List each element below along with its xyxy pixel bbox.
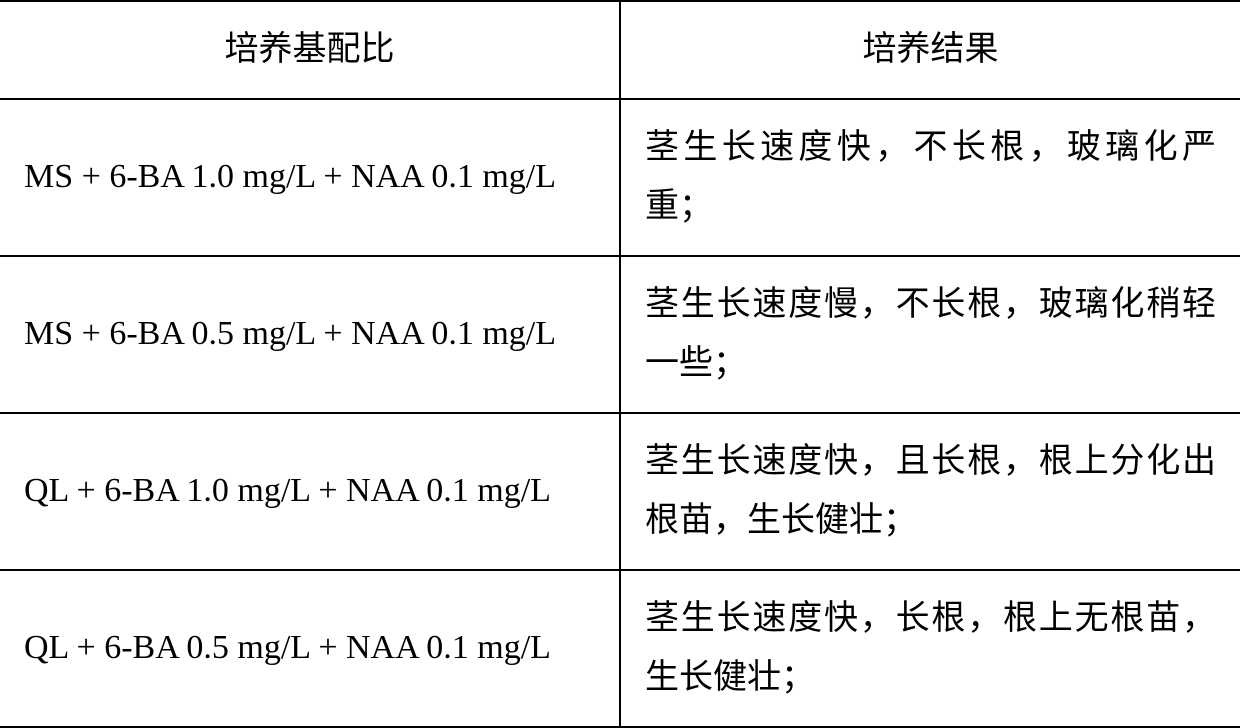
cell-result: 茎生长速度快，长根，根上无根苗，生长健壮；: [620, 570, 1240, 727]
table-row: MS + 6-BA 0.5 mg/L + NAA 0.1 mg/L 茎生长速度慢…: [0, 256, 1240, 413]
table-row: QL + 6-BA 1.0 mg/L + NAA 0.1 mg/L 茎生长速度快…: [0, 413, 1240, 570]
cell-formula: MS + 6-BA 0.5 mg/L + NAA 0.1 mg/L: [0, 256, 620, 413]
table-row: QL + 6-BA 0.5 mg/L + NAA 0.1 mg/L 茎生长速度快…: [0, 570, 1240, 727]
header-result: 培养结果: [620, 1, 1240, 99]
cell-result: 茎生长速度慢，不长根，玻璃化稍轻一些；: [620, 256, 1240, 413]
cell-formula: MS + 6-BA 1.0 mg/L + NAA 0.1 mg/L: [0, 99, 620, 256]
culture-medium-table: 培养基配比 培养结果 MS + 6-BA 1.0 mg/L + NAA 0.1 …: [0, 0, 1240, 728]
table-container: 培养基配比 培养结果 MS + 6-BA 1.0 mg/L + NAA 0.1 …: [0, 0, 1240, 728]
header-formula: 培养基配比: [0, 1, 620, 99]
cell-formula: QL + 6-BA 0.5 mg/L + NAA 0.1 mg/L: [0, 570, 620, 727]
cell-formula: QL + 6-BA 1.0 mg/L + NAA 0.1 mg/L: [0, 413, 620, 570]
table-row: MS + 6-BA 1.0 mg/L + NAA 0.1 mg/L 茎生长速度快…: [0, 99, 1240, 256]
cell-result: 茎生长速度快，且长根，根上分化出根苗，生长健壮；: [620, 413, 1240, 570]
cell-result: 茎生长速度快，不长根，玻璃化严重；: [620, 99, 1240, 256]
table-header-row: 培养基配比 培养结果: [0, 1, 1240, 99]
